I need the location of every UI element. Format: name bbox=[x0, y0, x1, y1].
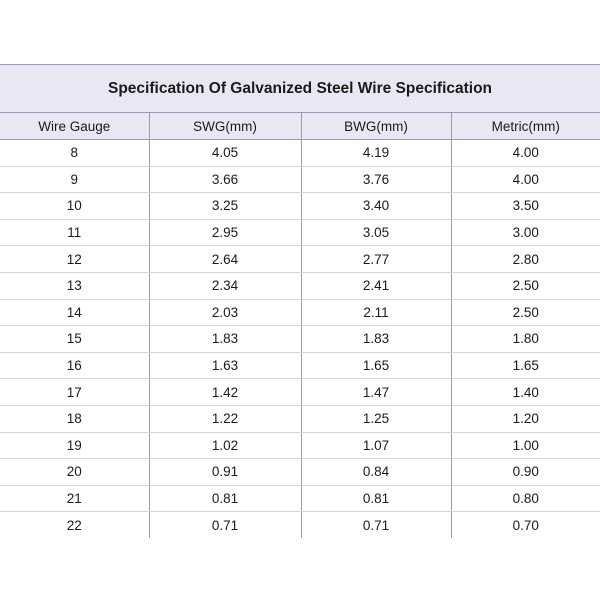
wire-gauge-cell: 9 bbox=[0, 166, 150, 194]
table-row: 13 2.34 2.41 2.50 bbox=[0, 272, 600, 300]
metric-cell: 4.00 bbox=[451, 139, 600, 167]
wire-gauge-cell: 20 bbox=[0, 458, 150, 486]
column-header-wire-gauge: Wire Gauge bbox=[0, 112, 150, 140]
metric-cell: 2.50 bbox=[451, 272, 600, 300]
wire-gauge-cell: 17 bbox=[0, 378, 150, 406]
wire-gauge-cell: 22 bbox=[0, 511, 150, 538]
metric-cell: 2.50 bbox=[451, 299, 600, 327]
swg-cell: 4.05 bbox=[149, 139, 302, 167]
wire-gauge-cell: 19 bbox=[0, 432, 150, 460]
swg-cell: 0.91 bbox=[149, 458, 302, 486]
table-row: 22 0.71 0.71 0.70 bbox=[0, 511, 600, 538]
swg-cell: 1.22 bbox=[149, 405, 302, 433]
swg-cell: 3.25 bbox=[149, 192, 302, 220]
table-row: 15 1.83 1.83 1.80 bbox=[0, 325, 600, 353]
column-header-swg: SWG(mm) bbox=[149, 112, 302, 140]
bwg-cell: 1.83 bbox=[301, 325, 452, 353]
table-row: 10 3.25 3.40 3.50 bbox=[0, 192, 600, 220]
swg-cell: 1.83 bbox=[149, 325, 302, 353]
table-row: 16 1.63 1.65 1.65 bbox=[0, 352, 600, 380]
wire-gauge-cell: 18 bbox=[0, 405, 150, 433]
wire-gauge-cell: 8 bbox=[0, 139, 150, 167]
metric-cell: 1.40 bbox=[451, 378, 600, 406]
swg-cell: 3.66 bbox=[149, 166, 302, 194]
swg-cell: 0.71 bbox=[149, 511, 302, 538]
metric-cell: 1.00 bbox=[451, 432, 600, 460]
metric-cell: 1.20 bbox=[451, 405, 600, 433]
wire-gauge-cell: 21 bbox=[0, 485, 150, 513]
bwg-cell: 2.41 bbox=[301, 272, 452, 300]
metric-cell: 4.00 bbox=[451, 166, 600, 194]
bwg-cell: 1.65 bbox=[301, 352, 452, 380]
wire-gauge-cell: 12 bbox=[0, 245, 150, 273]
metric-cell: 0.80 bbox=[451, 485, 600, 513]
metric-cell: 1.65 bbox=[451, 352, 600, 380]
table-row: 11 2.95 3.05 3.00 bbox=[0, 219, 600, 247]
table-row: 12 2.64 2.77 2.80 bbox=[0, 245, 600, 273]
wire-gauge-cell: 14 bbox=[0, 299, 150, 327]
bwg-cell: 0.81 bbox=[301, 485, 452, 513]
column-header-metric: Metric(mm) bbox=[451, 112, 600, 140]
swg-cell: 1.42 bbox=[149, 378, 302, 406]
bwg-cell: 1.25 bbox=[301, 405, 452, 433]
bwg-cell: 4.19 bbox=[301, 139, 452, 167]
table-title-row: Specification Of Galvanized Steel Wire S… bbox=[0, 64, 600, 113]
table-row: 19 1.02 1.07 1.00 bbox=[0, 432, 600, 460]
swg-cell: 1.63 bbox=[149, 352, 302, 380]
bwg-cell: 0.71 bbox=[301, 511, 452, 538]
swg-cell: 2.95 bbox=[149, 219, 302, 247]
metric-cell: 1.80 bbox=[451, 325, 600, 353]
bwg-cell: 1.07 bbox=[301, 432, 452, 460]
column-header-bwg: BWG(mm) bbox=[301, 112, 452, 140]
swg-cell: 2.64 bbox=[149, 245, 302, 273]
table-row: 9 3.66 3.76 4.00 bbox=[0, 166, 600, 194]
wire-gauge-cell: 15 bbox=[0, 325, 150, 353]
metric-cell: 3.50 bbox=[451, 192, 600, 220]
table-row: 18 1.22 1.25 1.20 bbox=[0, 405, 600, 433]
swg-cell: 2.03 bbox=[149, 299, 302, 327]
wire-spec-table: Specification Of Galvanized Steel Wire S… bbox=[0, 64, 600, 538]
bwg-cell: 2.77 bbox=[301, 245, 452, 273]
metric-cell: 0.70 bbox=[512, 517, 539, 533]
swg-cell: 2.34 bbox=[149, 272, 302, 300]
metric-cell: 2.80 bbox=[451, 245, 600, 273]
table-row: 14 2.03 2.11 2.50 bbox=[0, 299, 600, 327]
wire-gauge-cell: 11 bbox=[0, 219, 150, 247]
bwg-cell: 3.05 bbox=[301, 219, 452, 247]
swg-cell: 1.02 bbox=[149, 432, 302, 460]
bwg-cell: 2.11 bbox=[301, 299, 452, 327]
metric-cell: 3.00 bbox=[451, 219, 600, 247]
table-header-row: Wire Gauge SWG(mm) BWG(mm) Metric(mm) bbox=[0, 112, 600, 140]
wire-gauge-cell: 13 bbox=[0, 272, 150, 300]
table-title: Specification Of Galvanized Steel Wire S… bbox=[0, 64, 600, 113]
table-row: 17 1.42 1.47 1.40 bbox=[0, 378, 600, 406]
bwg-cell: 0.84 bbox=[301, 458, 452, 486]
table-row: 21 0.81 0.81 0.80 bbox=[0, 485, 600, 513]
table-row: 20 0.91 0.84 0.90 bbox=[0, 458, 600, 486]
wire-gauge-cell: 10 bbox=[0, 192, 150, 220]
swg-cell: 0.81 bbox=[149, 485, 302, 513]
bwg-cell: 3.40 bbox=[301, 192, 452, 220]
wire-gauge-cell: 16 bbox=[0, 352, 150, 380]
table-row: 8 4.05 4.19 4.00 bbox=[0, 139, 600, 167]
bwg-cell: 3.76 bbox=[301, 166, 452, 194]
metric-cell: 0.90 bbox=[451, 458, 600, 486]
bwg-cell: 1.47 bbox=[301, 378, 452, 406]
